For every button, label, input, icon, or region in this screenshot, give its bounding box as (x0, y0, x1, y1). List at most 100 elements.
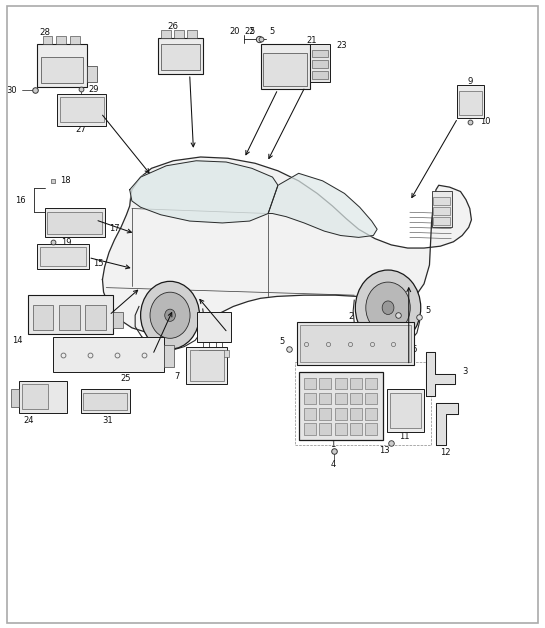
Text: 7: 7 (174, 372, 180, 381)
Text: 5: 5 (280, 337, 285, 346)
Text: 13: 13 (404, 310, 415, 318)
Bar (56, 36, 66, 44)
Circle shape (366, 282, 410, 333)
Text: 15: 15 (93, 259, 103, 268)
Bar (304, 423, 316, 435)
Text: 26: 26 (168, 22, 179, 31)
Text: 14: 14 (13, 336, 23, 345)
Text: 27: 27 (75, 126, 86, 134)
Text: 29: 29 (88, 85, 99, 94)
Bar (312, 60, 328, 68)
Text: 21: 21 (306, 36, 317, 45)
Bar (335, 393, 347, 404)
Text: 2: 2 (349, 312, 354, 321)
Bar (365, 378, 377, 389)
Bar (199, 350, 229, 357)
Circle shape (355, 270, 421, 345)
Bar (459, 91, 482, 115)
Text: 28: 28 (39, 28, 50, 37)
Text: 5: 5 (249, 27, 255, 36)
Polygon shape (268, 173, 377, 237)
Bar (60, 97, 104, 122)
Text: 6: 6 (411, 345, 417, 354)
Text: 12: 12 (440, 448, 451, 457)
Bar (85, 305, 106, 330)
Bar (59, 305, 80, 330)
Bar (387, 389, 424, 432)
Bar (350, 393, 362, 404)
Bar (161, 30, 171, 38)
Text: 5: 5 (425, 306, 431, 315)
Text: 5: 5 (270, 27, 275, 36)
Bar (319, 423, 331, 435)
Bar (350, 378, 362, 389)
Text: 18: 18 (60, 176, 70, 185)
Text: 10: 10 (480, 117, 490, 126)
Text: 8: 8 (184, 330, 190, 338)
Bar (300, 325, 411, 362)
Bar (319, 378, 331, 389)
Bar (297, 322, 414, 365)
Bar (33, 305, 53, 330)
Text: 31: 31 (102, 416, 113, 425)
Polygon shape (102, 157, 471, 334)
Bar (319, 393, 331, 404)
Bar (161, 44, 200, 70)
Bar (158, 38, 203, 74)
Text: 23: 23 (337, 41, 347, 50)
Bar (81, 389, 130, 413)
Bar (310, 44, 330, 82)
Text: 16: 16 (15, 197, 26, 205)
Bar (304, 393, 316, 404)
Bar (83, 392, 127, 410)
Text: 13: 13 (379, 446, 390, 455)
Bar (37, 44, 87, 87)
Bar (365, 408, 377, 420)
Bar (312, 71, 328, 78)
Bar (164, 345, 174, 367)
Circle shape (141, 281, 199, 349)
Text: 9: 9 (467, 77, 473, 86)
Circle shape (150, 292, 190, 338)
Text: 22: 22 (244, 27, 255, 36)
Text: 11: 11 (399, 432, 410, 441)
Bar (174, 30, 184, 38)
Bar (304, 408, 316, 420)
Bar (43, 36, 52, 44)
Bar (433, 197, 450, 205)
Bar (390, 393, 421, 428)
Text: 24: 24 (23, 416, 34, 425)
Bar (113, 312, 123, 328)
Text: 1: 1 (330, 440, 335, 449)
Polygon shape (426, 352, 455, 396)
Circle shape (165, 309, 175, 322)
Bar (70, 36, 80, 44)
Bar (335, 408, 347, 420)
Circle shape (382, 301, 394, 315)
Bar (186, 347, 227, 384)
Bar (190, 350, 224, 381)
Text: 19: 19 (61, 238, 71, 247)
Bar (365, 393, 377, 404)
Bar (187, 30, 197, 38)
Bar (350, 423, 362, 435)
Bar (197, 312, 231, 342)
Bar (295, 362, 431, 445)
Text: 17: 17 (109, 224, 119, 233)
Bar (299, 372, 383, 440)
Bar (365, 423, 377, 435)
Bar (261, 44, 310, 89)
Bar (433, 207, 450, 215)
Bar (53, 337, 164, 372)
Bar (263, 53, 307, 86)
Text: 25: 25 (120, 374, 131, 382)
Text: 3: 3 (462, 367, 468, 376)
Bar (432, 191, 452, 227)
Bar (312, 50, 328, 57)
Bar (304, 378, 316, 389)
Bar (457, 85, 484, 118)
Polygon shape (130, 161, 278, 223)
Bar (41, 57, 83, 83)
Bar (22, 384, 48, 409)
Bar (335, 378, 347, 389)
